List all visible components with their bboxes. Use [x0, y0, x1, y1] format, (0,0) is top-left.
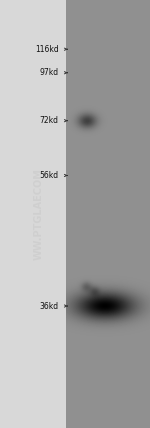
- Text: 97kd: 97kd: [39, 68, 58, 77]
- Text: WW.PTGLAECOM: WW.PTGLAECOM: [34, 168, 44, 260]
- Text: 36kd: 36kd: [39, 301, 58, 311]
- Text: 116kd: 116kd: [35, 45, 58, 54]
- Text: 56kd: 56kd: [39, 171, 58, 180]
- Text: 72kd: 72kd: [39, 116, 58, 125]
